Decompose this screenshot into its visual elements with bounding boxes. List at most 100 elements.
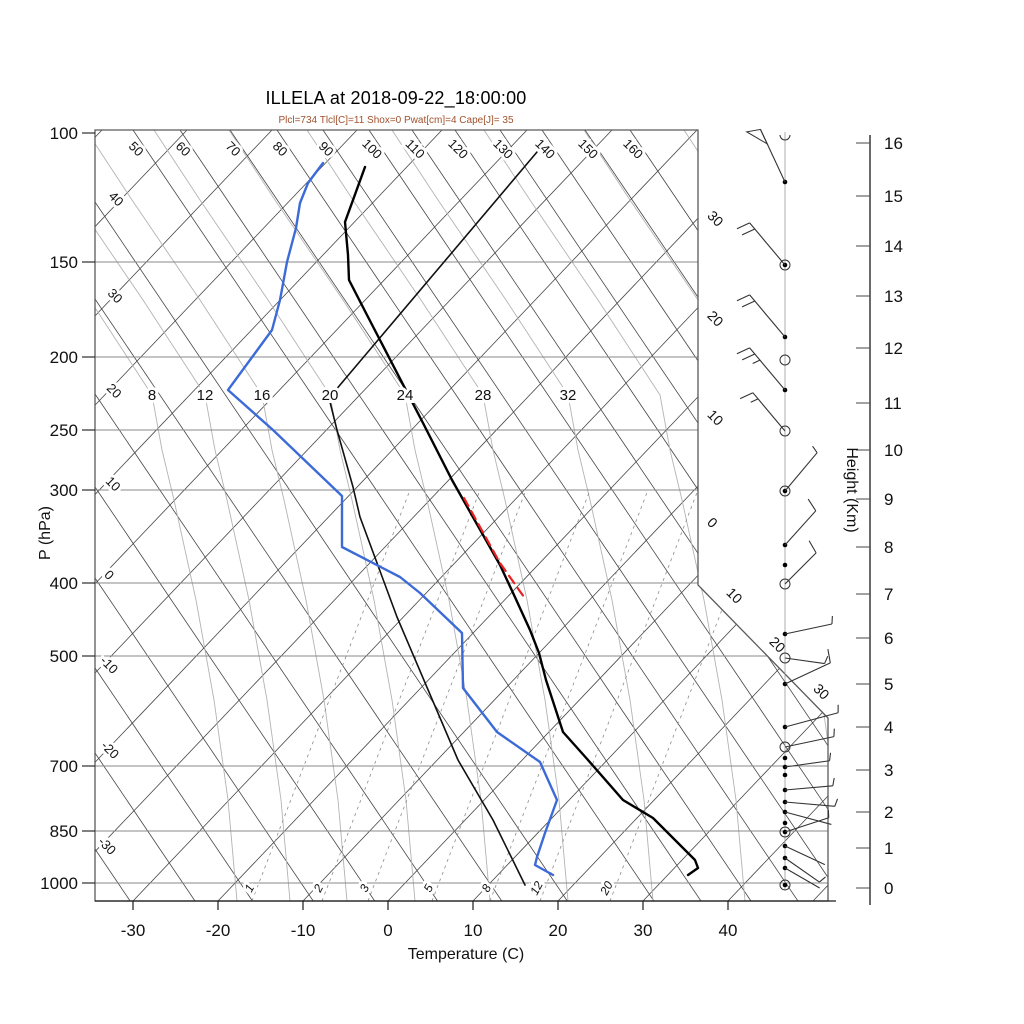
x-axis: -30 -20 -10 0 10 20 30 40 — [95, 900, 836, 940]
moist-adiabat-line — [95, 130, 291, 901]
barb-staff — [752, 392, 786, 432]
dry-adiabat-line — [322, 130, 828, 901]
sounding-indices-text: Plcl=734 Tlcl[C]=11 Shox=0 Pwat[cm]=4 Ca… — [278, 115, 514, 126]
barb-staff — [784, 510, 817, 546]
moist-adiabat-label: 8 — [148, 387, 156, 404]
moist-adiabat-line — [483, 130, 746, 901]
moist-adiabat-line — [95, 130, 348, 901]
height-tick-label: 13 — [884, 287, 903, 306]
adiabat-label-top: 150 — [575, 136, 601, 162]
label-right-edge: 10 — [704, 406, 726, 428]
x-tick-label: -20 — [206, 921, 231, 940]
height-tick-label: 7 — [884, 585, 893, 604]
grid-label-layer: 50 60 70 80 90 100 110 120 130 140 150 160403020100… — [92, 133, 836, 901]
cape-parcel-segment — [462, 496, 526, 599]
wind-barb — [782, 755, 788, 761]
x-tick-label: 40 — [719, 921, 738, 940]
moist-adiabat-line — [391, 130, 654, 901]
x-tick-label: -10 — [291, 921, 316, 940]
adiabat-label-top: 90 — [316, 138, 337, 159]
barb-staff — [784, 736, 835, 748]
adiabat-label-top: 130 — [490, 136, 516, 162]
p-tick-label: 150 — [50, 253, 78, 272]
barb-dot-marker — [782, 562, 788, 568]
dry-adiabat-line — [368, 130, 828, 901]
barb-staff — [784, 857, 820, 883]
parcel-path-line — [328, 151, 538, 886]
adiabat-label-left: -20 — [98, 738, 122, 762]
wind-barb — [739, 392, 791, 437]
barb-full — [808, 540, 817, 554]
wind-barb — [779, 728, 835, 753]
moist-adiabat-line — [306, 130, 569, 901]
dry-adiabat-line — [411, 130, 828, 901]
wind-barb — [736, 294, 788, 340]
height-tick-label: 15 — [884, 187, 903, 206]
barb-staff — [784, 662, 831, 685]
barb-staff — [784, 817, 829, 833]
barb-circle-marker — [779, 652, 791, 664]
moist-adiabat-line — [95, 130, 238, 901]
barb-circle-marker — [779, 578, 791, 590]
wind-barb — [782, 562, 788, 568]
wind-barb — [782, 865, 820, 889]
height-tick-label: 11 — [884, 394, 902, 413]
isotherm-label-lower-right: 10 — [723, 584, 745, 606]
mixing-ratio-line — [539, 489, 699, 901]
dry-adiabat-line — [95, 298, 503, 901]
moist-adiabat-line — [228, 130, 491, 901]
dry-adiabat-line — [584, 130, 828, 901]
barb-half — [824, 655, 829, 664]
adiabat-label-top: 120 — [445, 136, 471, 162]
barb-staff — [784, 712, 839, 728]
wind-barb — [779, 540, 817, 590]
mixing-ratio-label: 20 — [597, 879, 616, 899]
p-tick-label: 400 — [50, 574, 78, 593]
dry-adiabat-line — [95, 752, 196, 901]
barb-full — [736, 222, 750, 230]
height-tick-label: 3 — [884, 761, 893, 780]
isotherm-line — [217, 130, 828, 901]
moist-adiabat-label: 32 — [560, 387, 577, 404]
x-axis-title: Temperature (C) — [407, 946, 525, 963]
barb-dot-marker — [782, 820, 788, 826]
dry-adiabat-line — [95, 667, 253, 901]
barb-full — [739, 392, 754, 400]
isotherm-line — [472, 130, 828, 901]
wind-barb-column — [736, 128, 839, 891]
barb-full — [827, 648, 831, 663]
dry-adiabat-line — [276, 130, 799, 901]
isotherm-line — [95, 130, 613, 901]
wind-barb — [782, 752, 832, 770]
pressure-axis-title: P (hPa) — [37, 506, 54, 560]
barb-staff — [784, 811, 832, 825]
adiabat-label-top: 70 — [223, 138, 244, 159]
dry-adiabat-line — [499, 130, 828, 901]
p-tick-label: 300 — [50, 481, 78, 500]
height-tick-label: 9 — [884, 490, 893, 509]
wind-barb — [745, 128, 788, 185]
barb-full — [741, 300, 756, 308]
dry-adiabat-line — [95, 848, 131, 901]
barb-staff — [784, 552, 817, 585]
adiabat-label-left: 20 — [104, 380, 125, 401]
height-tick-label: 1 — [884, 839, 893, 858]
mixing-ratio-label: 5 — [421, 882, 437, 895]
isotherm-line — [95, 130, 273, 901]
wind-barb — [779, 809, 830, 838]
barb-half — [812, 445, 818, 454]
barb-staff — [784, 452, 818, 492]
isotherm-line — [302, 130, 828, 901]
barb-staff — [784, 760, 830, 768]
barb-staff — [784, 623, 833, 635]
moist-adiabat-line — [153, 130, 416, 901]
barb-full — [741, 228, 756, 236]
adiabat-label-top: 50 — [126, 138, 147, 159]
height-tick-label: 10 — [884, 441, 903, 460]
height-tick-label: 2 — [884, 803, 893, 822]
moist-adiabat-label: 16 — [254, 387, 271, 404]
barb-full — [807, 498, 817, 512]
barb-half — [752, 359, 761, 365]
